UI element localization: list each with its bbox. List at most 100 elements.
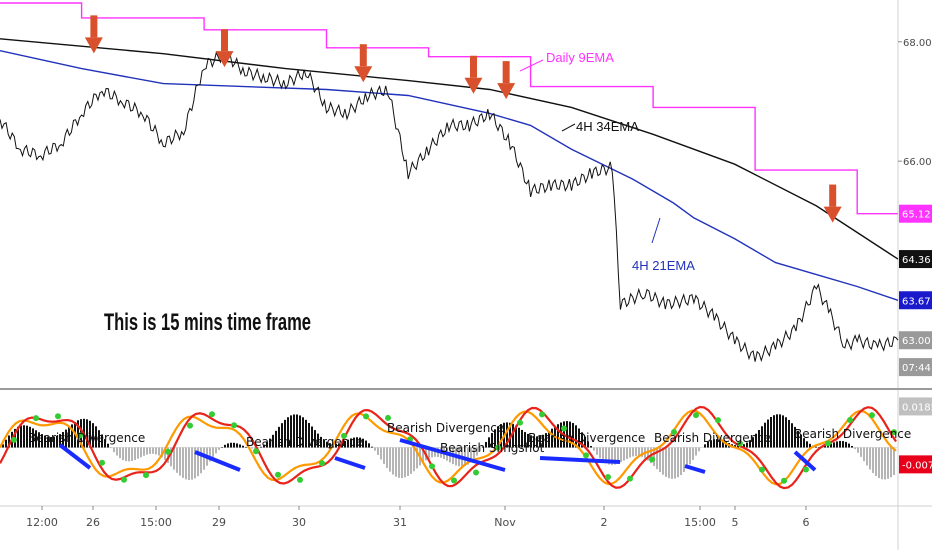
histogram-bar <box>578 428 580 448</box>
histogram-bar <box>104 439 106 448</box>
histogram-bar <box>527 433 529 448</box>
histogram-bar <box>788 419 790 448</box>
histogram-bar <box>833 442 835 448</box>
histogram-bar <box>275 430 277 448</box>
histogram-bar <box>122 447 124 461</box>
oscillator-dot <box>715 417 721 424</box>
histogram-bar <box>290 415 292 448</box>
histogram-bar <box>212 447 214 458</box>
price-tag: 63.00 <box>899 331 932 350</box>
histogram-bar <box>17 426 19 448</box>
histogram-bar <box>344 441 346 448</box>
histogram-bar <box>593 447 595 451</box>
oscillator-dot <box>693 412 699 419</box>
histogram-bar <box>488 437 490 448</box>
annotation-daily-9ema-pointer <box>519 59 544 72</box>
histogram-bar <box>806 441 808 448</box>
histogram-bar <box>278 426 280 448</box>
sell-signal-arrow <box>497 61 516 100</box>
annotation-daily-9ema: Daily 9EMA <box>546 50 614 65</box>
histogram-bar <box>320 436 322 448</box>
histogram-bar <box>428 447 430 459</box>
histogram-bar <box>101 434 103 448</box>
histogram-bar <box>848 443 850 448</box>
oscillator-dot <box>759 466 765 473</box>
histogram-bar <box>755 433 757 448</box>
histogram-bar <box>404 447 406 478</box>
histogram-bar <box>761 426 763 448</box>
histogram-bar <box>140 447 142 458</box>
oscillator-dot <box>847 417 853 424</box>
oscillator-dot <box>451 477 457 484</box>
histogram-bar <box>566 421 568 448</box>
histogram-bar <box>203 447 205 470</box>
histogram-bar <box>710 440 712 448</box>
oscillator-dot <box>781 477 787 484</box>
oscillator-labels: Bearish Divergence Bearish DivergenceBear… <box>28 421 911 455</box>
histogram-bar <box>839 440 841 448</box>
oscillator-dot <box>539 411 545 418</box>
divergence-line <box>334 456 366 470</box>
histogram-bar <box>392 447 394 475</box>
histogram-bar <box>629 447 631 458</box>
histogram-bar <box>50 436 52 448</box>
histogram-bar <box>770 416 772 448</box>
histogram-bar <box>407 447 409 476</box>
histogram-bar <box>272 434 274 448</box>
histogram-bar <box>884 447 886 480</box>
oscillator-dot <box>275 471 281 478</box>
price-tag: 63.67 <box>899 291 932 310</box>
histogram-bar <box>68 426 70 448</box>
histogram-bar <box>575 425 577 448</box>
histogram-bar <box>107 443 109 448</box>
histogram-bar <box>470 447 472 463</box>
histogram-bar <box>587 441 589 448</box>
divergence-label: Bearish Slingshot <box>440 441 545 455</box>
oscillator-dot <box>55 413 61 420</box>
histogram-bar <box>200 447 202 474</box>
x-tick-label: 2 <box>601 516 608 529</box>
histogram-bar <box>335 443 337 448</box>
oscillator-dot <box>33 415 39 422</box>
time-axis[interactable]: 12:00 26 15:00 29 30 31 Nov 2 15:00 5 6 <box>26 506 810 529</box>
histogram-bar <box>266 441 268 448</box>
oscillator-dot <box>891 429 897 436</box>
histogram-bar <box>377 447 379 455</box>
histogram-bar <box>35 430 37 448</box>
histogram-bar <box>551 428 553 448</box>
histogram-bar <box>284 419 286 448</box>
histogram-bar <box>674 447 676 479</box>
histogram-bar <box>23 425 25 448</box>
histogram-bar <box>218 447 220 450</box>
oscillator-value-label: -0.0076 <box>902 460 932 471</box>
histogram-bar <box>401 447 403 479</box>
series-4h-21ema-line <box>0 50 899 301</box>
histogram-bar <box>389 447 391 472</box>
histogram-bar <box>791 423 793 448</box>
oscillator-dot <box>231 422 237 429</box>
histogram-bar <box>875 447 877 476</box>
histogram-bar <box>596 447 598 455</box>
histogram-bar <box>539 435 541 448</box>
histogram-bar <box>794 426 796 448</box>
histogram-bar <box>386 447 388 468</box>
histogram-bar <box>557 424 559 448</box>
annotation-4h-34ema-pointer <box>561 123 576 132</box>
histogram-bar <box>686 447 688 469</box>
histogram-bar <box>668 447 670 479</box>
histogram-bar <box>599 447 601 459</box>
histogram-bar <box>584 436 586 448</box>
histogram-bar <box>512 423 514 448</box>
oscillator-dot <box>473 469 479 476</box>
oscillator-dot <box>297 476 303 483</box>
histogram-bar <box>779 414 781 448</box>
histogram-bar <box>365 440 367 448</box>
histogram-bar <box>371 446 373 448</box>
divergence-line <box>684 464 706 474</box>
oscillator-axis[interactable]: 0.0185 -0.0076 <box>899 397 932 474</box>
oscillator-dot <box>825 440 831 447</box>
histogram-bar <box>287 417 289 448</box>
histogram-bar <box>722 440 724 448</box>
price-axis[interactable]: 68.00 66.00 <box>898 38 932 168</box>
histogram-bar <box>353 437 355 448</box>
